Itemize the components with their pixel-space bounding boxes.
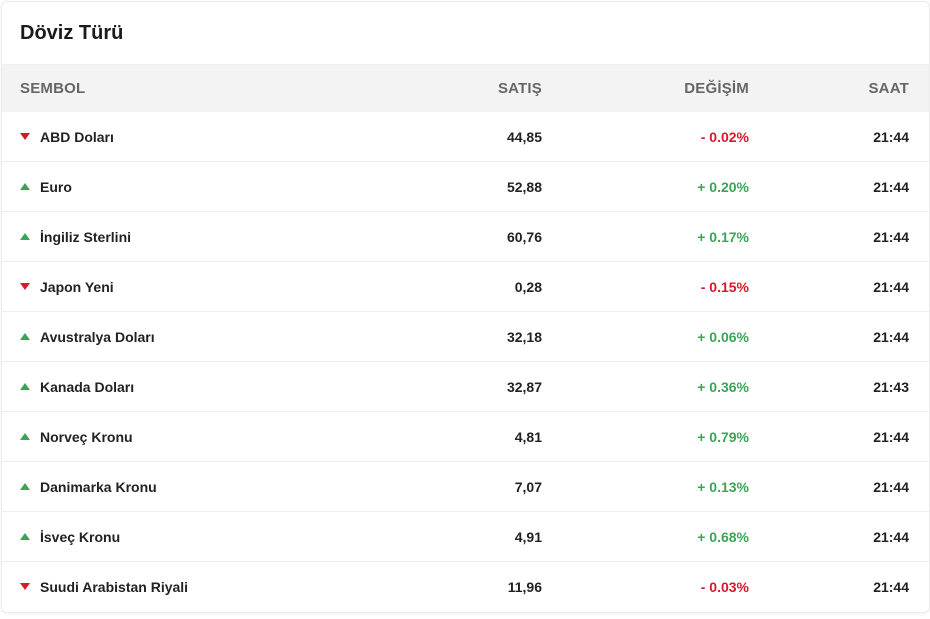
symbol-cell: Norveç Kronu [2, 429, 402, 445]
sell-value: 4,81 [514, 428, 542, 445]
change-value: - 0.02% [700, 128, 749, 145]
time-value: 21:44 [873, 528, 909, 545]
change-value: + 0.68% [697, 528, 749, 545]
arrow-down-icon [20, 583, 30, 590]
change-value: - 0.03% [700, 578, 749, 595]
sell-value: 60,76 [506, 228, 542, 245]
change-value: + 0.17% [697, 228, 749, 245]
arrow-up-icon [20, 233, 30, 240]
currency-name[interactable]: Avustralya Doları [40, 328, 155, 345]
table-header: SEMBOL SATIŞ DEĞİŞİM SAAT [2, 65, 929, 112]
symbol-cell: Euro [2, 179, 402, 195]
symbol-cell: Suudi Arabistan Riyali [2, 579, 402, 595]
table-row[interactable]: İsveç Kronu 4,91 + 0.68% 21:44 [2, 512, 929, 562]
arrow-up-icon [20, 333, 30, 340]
change-value: + 0.36% [697, 378, 749, 395]
currency-name[interactable]: İsveç Kronu [40, 528, 121, 545]
time-value: 21:44 [873, 128, 909, 145]
sell-value: 32,87 [506, 378, 542, 395]
table-row[interactable]: Suudi Arabistan Riyali 11,96 - 0.03% 21:… [2, 562, 929, 611]
time-value: 21:44 [873, 578, 909, 595]
arrow-up-icon [20, 383, 30, 390]
symbol-cell: Avustralya Doları [2, 329, 402, 345]
arrow-up-icon [20, 433, 30, 440]
currency-name[interactable]: Japon Yeni [40, 278, 114, 295]
symbol-cell: Japon Yeni [2, 279, 402, 295]
table-row[interactable]: ABD Doları 44,85 - 0.02% 21:44 [2, 112, 929, 162]
table-body: ABD Doları 44,85 - 0.02% 21:44 Euro 52,8… [2, 112, 929, 611]
column-header-sell[interactable]: SATIŞ [497, 80, 542, 97]
time-value: 21:44 [873, 428, 909, 445]
currency-name[interactable]: Danimarka Kronu [40, 478, 157, 495]
currency-name[interactable]: Euro [40, 178, 72, 195]
sell-value: 44,85 [506, 128, 542, 145]
card-title: Döviz Türü [2, 2, 929, 65]
time-value: 21:44 [873, 328, 909, 345]
symbol-cell: İsveç Kronu [2, 529, 402, 545]
table-row[interactable]: Japon Yeni 0,28 - 0.15% 21:44 [2, 262, 929, 312]
sell-value: 32,18 [506, 328, 542, 345]
sell-value: 7,07 [514, 478, 542, 495]
time-value: 21:44 [873, 178, 909, 195]
column-header-symbol[interactable]: SEMBOL [20, 80, 86, 97]
currency-name[interactable]: Suudi Arabistan Riyali [40, 578, 189, 595]
time-value: 21:43 [873, 378, 909, 395]
symbol-cell: ABD Doları [2, 129, 402, 145]
table-row[interactable]: Avustralya Doları 32,18 + 0.06% 21:44 [2, 312, 929, 362]
arrow-up-icon [20, 533, 30, 540]
table-row[interactable]: Danimarka Kronu 7,07 + 0.13% 21:44 [2, 462, 929, 512]
change-value: + 0.20% [697, 178, 749, 195]
arrow-up-icon [20, 183, 30, 190]
change-value: + 0.79% [697, 428, 749, 445]
change-value: - 0.15% [700, 278, 749, 295]
table-row[interactable]: Kanada Doları 32,87 + 0.36% 21:43 [2, 362, 929, 412]
currency-name[interactable]: İngiliz Sterlini [40, 228, 132, 245]
arrow-up-icon [20, 483, 30, 490]
table-row[interactable]: Norveç Kronu 4,81 + 0.79% 21:44 [2, 412, 929, 462]
arrow-down-icon [20, 283, 30, 290]
currency-name[interactable]: ABD Doları [40, 128, 114, 145]
sell-value: 11,96 [507, 578, 542, 595]
symbol-cell: İngiliz Sterlini [2, 229, 402, 245]
currency-name[interactable]: Kanada Doları [40, 378, 135, 395]
currency-name[interactable]: Norveç Kronu [40, 428, 133, 445]
sell-value: 0,28 [514, 278, 542, 295]
arrow-down-icon [20, 133, 30, 140]
table-row[interactable]: İngiliz Sterlini 60,76 + 0.17% 21:44 [2, 212, 929, 262]
column-header-change[interactable]: DEĞİŞİM [684, 80, 749, 97]
symbol-cell: Kanada Doları [2, 379, 402, 395]
table-row[interactable]: Euro 52,88 + 0.20% 21:44 [2, 162, 929, 212]
sell-value: 4,91 [514, 528, 542, 545]
time-value: 21:44 [873, 278, 909, 295]
symbol-cell: Danimarka Kronu [2, 479, 402, 495]
time-value: 21:44 [873, 478, 909, 495]
change-value: + 0.06% [697, 328, 749, 345]
change-value: + 0.13% [697, 478, 749, 495]
column-header-time[interactable]: SAAT [868, 80, 909, 97]
time-value: 21:44 [873, 228, 909, 245]
sell-value: 52,88 [506, 178, 542, 195]
